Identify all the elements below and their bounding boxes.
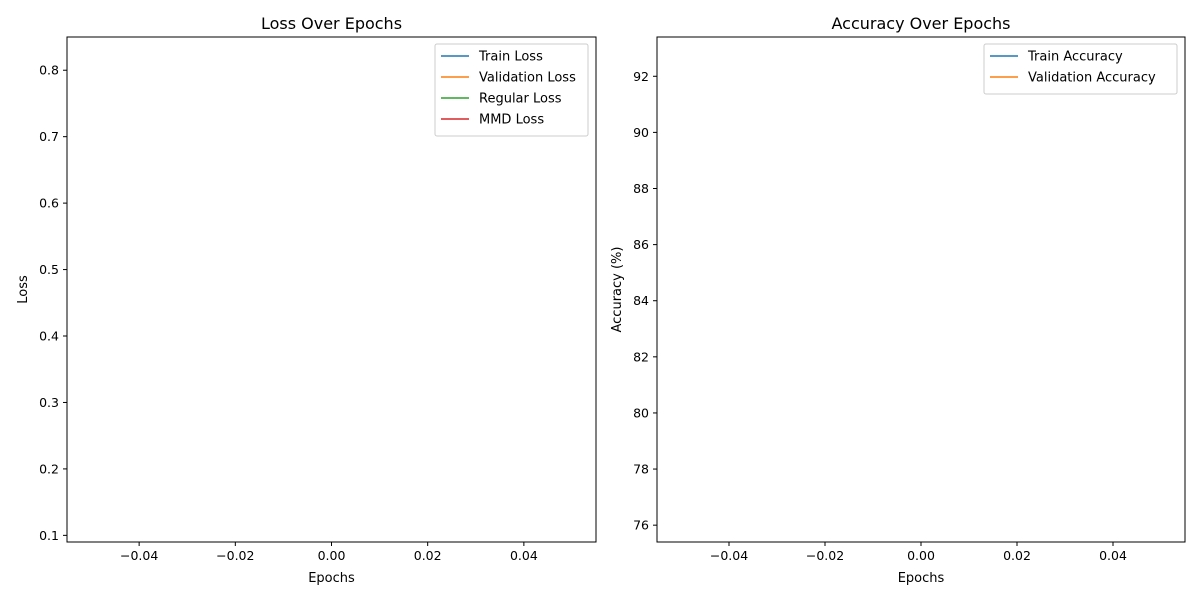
legend-label: Regular Loss xyxy=(479,92,562,107)
y-tick-label: 0.2 xyxy=(39,461,59,476)
y-tick-label: 86 xyxy=(633,237,649,252)
legend-label: Train Loss xyxy=(478,50,543,65)
x-tick-label: 0.02 xyxy=(414,548,442,563)
y-tick-label: 84 xyxy=(633,293,649,308)
x-tick-label: −0.02 xyxy=(216,548,254,563)
y-tick-label: 88 xyxy=(633,181,649,196)
legend-label: Validation Loss xyxy=(479,71,576,86)
y-tick-label: 90 xyxy=(633,125,649,140)
legend-box xyxy=(983,43,1178,95)
legend-label: Validation Accuracy xyxy=(1028,71,1156,86)
y-tick-label: 0.4 xyxy=(39,329,59,344)
x-tick-label: 0.00 xyxy=(907,548,935,563)
y-tick-label: 80 xyxy=(633,405,649,420)
y-tick-label: 92 xyxy=(633,69,649,84)
y-tick-label: 0.8 xyxy=(39,63,59,78)
legend-label: MMD Loss xyxy=(479,113,544,128)
x-tick-label: −0.04 xyxy=(120,548,158,563)
legend: Train Accuracy Validation Accuracy xyxy=(983,43,1178,95)
y-tick-label: 82 xyxy=(633,349,649,364)
x-tick-label: 0.04 xyxy=(510,548,538,563)
chart-title: Loss Over Epochs xyxy=(261,14,402,33)
x-tick-label: 0.02 xyxy=(1003,548,1031,563)
x-axis-label: Epochs xyxy=(308,571,355,586)
y-tick-label: 78 xyxy=(633,462,649,477)
chart-title: Accuracy Over Epochs xyxy=(831,14,1010,33)
x-axis-label: Epochs xyxy=(898,571,945,586)
x-tick-label: 0.04 xyxy=(1099,548,1127,563)
y-tick-label: 0.6 xyxy=(39,196,59,211)
y-tick-label: 0.7 xyxy=(39,129,59,144)
chart-1: Accuracy Over Epochs −0.04 −0.02 0.00 0.02 0.… xyxy=(610,14,1186,586)
y-axis-label: Loss xyxy=(16,275,31,304)
x-tick-label: 0.00 xyxy=(318,548,346,563)
chart-0: Loss Over Epochs −0.04 −0.02 0.00 0.02 0.04 0.… xyxy=(16,14,597,586)
y-tick-label: 0.5 xyxy=(39,262,59,277)
y-tick-label: 76 xyxy=(633,518,649,533)
legend-label: Train Accuracy xyxy=(1027,50,1123,65)
x-tick-label: −0.04 xyxy=(710,548,748,563)
legend: Train Loss Validation Loss Regular Loss MMD… xyxy=(434,43,589,137)
y-tick-label: 0.3 xyxy=(39,395,59,410)
y-tick-label: 0.1 xyxy=(39,528,59,543)
legend-box xyxy=(434,43,589,137)
plot-frame xyxy=(656,36,1186,543)
y-axis-label: Accuracy (%) xyxy=(610,247,625,333)
x-tick-label: −0.02 xyxy=(806,548,844,563)
